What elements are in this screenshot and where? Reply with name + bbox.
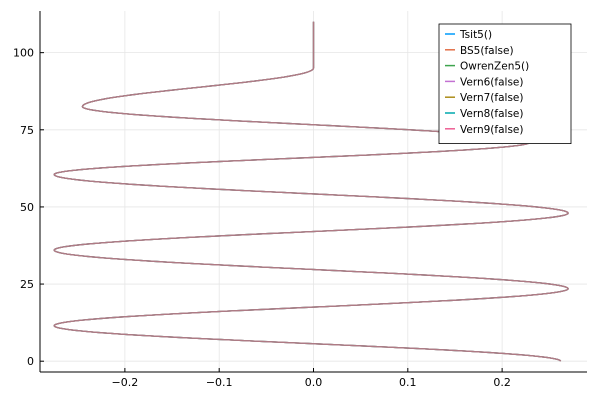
y-tick-label: 100	[13, 47, 34, 60]
legend-box	[438, 23, 572, 144]
series-lines	[53, 21, 569, 362]
legend: Tsit5() BS5(false) OwrenZen5() Vern6(false)…	[438, 23, 572, 144]
tick-marks	[40, 52, 503, 372]
legend-label: Vern7(false)	[460, 92, 523, 104]
legend-label: OwrenZen5()	[460, 61, 529, 73]
legend-label: Vern9(false)	[460, 124, 523, 136]
y-tick-label: 25	[20, 278, 34, 291]
x-tick-label: −0.1	[206, 376, 233, 389]
x-tick-label: 0.0	[305, 376, 323, 389]
legend-label: Tsit5()	[459, 29, 492, 41]
x-tick-label: 0.1	[399, 376, 417, 389]
y-tick-label: 50	[20, 201, 34, 214]
tick-labels: −0.2 −0.1 0.0 0.1 0.2 0 25 50 75 100	[13, 47, 511, 389]
y-tick-label: 0	[27, 355, 34, 368]
legend-label: Vern8(false)	[460, 108, 523, 120]
y-tick-label: 75	[20, 124, 34, 137]
legend-label: Vern6(false)	[460, 76, 523, 88]
x-tick-label: 0.2	[493, 376, 511, 389]
legend-label: BS5(false)	[460, 45, 514, 57]
series-line-composite	[53, 21, 569, 362]
x-tick-label: −0.2	[112, 376, 139, 389]
